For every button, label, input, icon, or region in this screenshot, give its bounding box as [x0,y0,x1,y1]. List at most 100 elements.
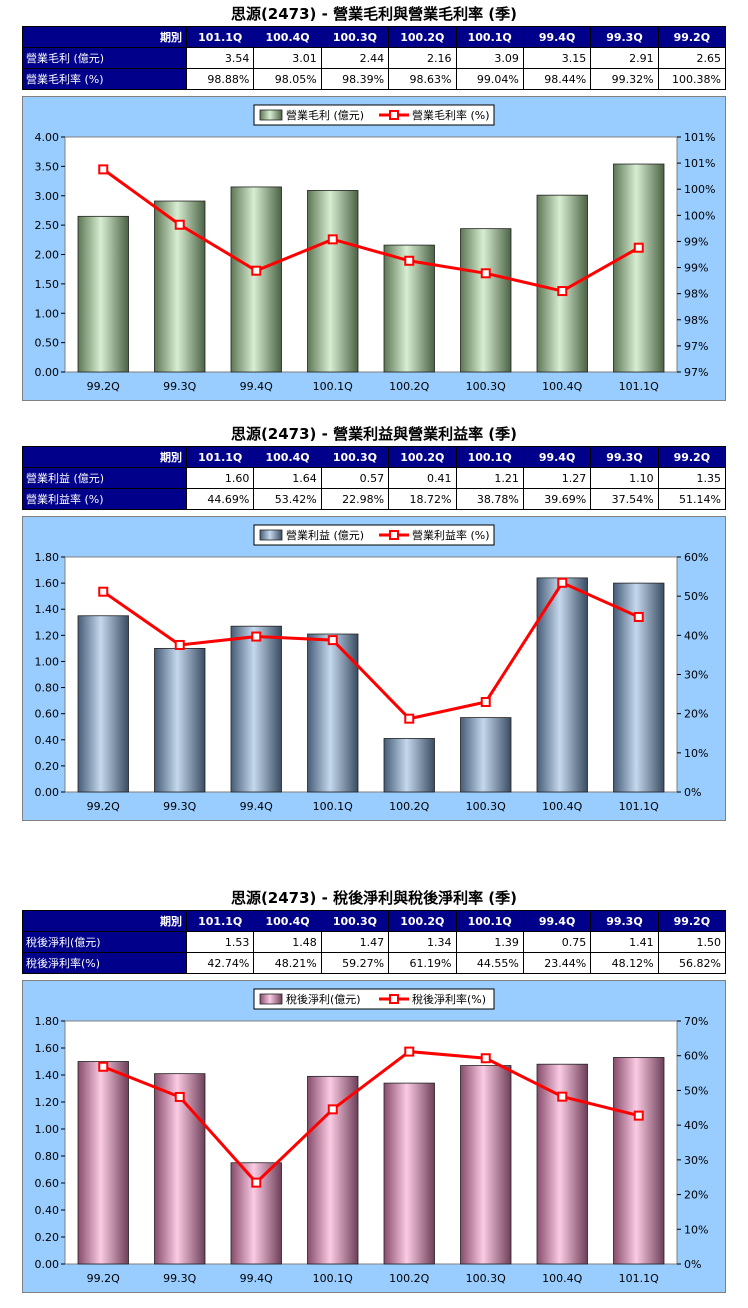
line-marker [480,268,491,279]
x-tick-label: 99.4Q [240,380,273,393]
y-tick-label-right: 20% [684,1189,708,1202]
y-tick-label-left: 0.40 [35,734,60,747]
y-tick-label-left: 0.60 [35,1177,60,1190]
chart-area: 0.00 0.50 1.00 1.50 2.00 2.50 3.00 3.50 4.00 97% 9… [22,96,726,401]
table-cell: 59.27% [320,952,390,974]
y-tick-label-left: 3.00 [35,190,60,203]
y-tick-label-left: 0.80 [35,1150,60,1163]
line-marker [174,219,185,230]
row-label: 稅後淨利(億元) [22,931,187,953]
table-cell: 1.10 [590,467,659,489]
table-cell: 1.41 [590,931,659,953]
row-label: 營業毛利 (億元) [22,47,187,69]
table-header-cell: 99.4Q [522,26,592,48]
line-marker [404,1046,415,1057]
table-header-cell: 100.2Q [388,910,457,932]
y-tick-label-right: 101% [684,131,715,144]
row-label: 營業利益率 (%) [22,488,187,510]
table-header-cell: 99.3Q [590,26,659,48]
table-row: 營業利益 (億元) 1.60 1.64 0.57 0.41 1.21 1.27 … [22,467,727,489]
table-cell: 98.88% [185,68,255,90]
line-marker [327,635,338,646]
line-marker [174,1091,185,1102]
table-header-cell: 99.2Q [657,910,727,932]
table-cell: 2.91 [590,47,659,69]
table-cell: 1.21 [455,467,524,489]
y-tick-label-right: 30% [684,669,708,682]
bar [230,625,282,793]
table-header-cell: 100.4Q [253,446,322,468]
x-tick-label: 101.1Q [619,1272,659,1285]
bar [307,190,359,373]
table-cell: 1.39 [455,931,524,953]
y-tick-label-left: 1.80 [35,1015,60,1028]
table-cell: 23.44% [522,952,592,974]
x-tick-label: 99.3Q [163,380,196,393]
y-tick-label-right: 20% [684,708,708,721]
table-header-cell: 99.4Q [522,910,592,932]
line-marker [251,265,262,276]
table-cell: 44.69% [185,488,255,510]
table-header-row: 期別 101.1Q 100.4Q 100.3Q 100.2Q 100.1Q 99… [22,26,727,48]
table-cell: 61.19% [388,952,457,974]
x-tick-label: 100.2Q [389,800,429,813]
table-header-cell: 100.2Q [388,446,457,468]
combo-chart: 0.00 0.20 0.40 0.60 0.80 1.00 1.20 1.40 1.60 1.80… [35,524,708,813]
x-tick-label: 99.2Q [87,1272,120,1285]
table-cell: 2.65 [657,47,727,69]
line-marker [404,713,415,724]
table-cell: 1.48 [253,931,322,953]
row-label: 營業毛利率 (%) [22,68,187,90]
y-tick-label-right: 60% [684,1050,708,1063]
y-tick-label-right: 0% [684,1258,701,1271]
line-marker [327,234,338,245]
table-cell: 3.01 [253,47,322,69]
y-tick-label-right: 97% [684,366,708,379]
table-cell: 56.82% [657,952,727,974]
table-cell: 0.75 [522,931,592,953]
table-cell: 1.34 [388,931,457,953]
x-tick-label: 99.3Q [163,1272,196,1285]
legend: 營業利益 (億元) 營業利益率 (%) [253,524,495,546]
table-cell: 48.12% [590,952,659,974]
y-tick-label-right: 100% [684,183,715,196]
line-marker [633,611,644,622]
table-cell: 42.74% [185,952,255,974]
y-tick-label-right: 70% [684,1015,708,1028]
x-tick-label: 100.2Q [389,1272,429,1285]
table-cell: 1.50 [657,931,727,953]
y-tick-label-left: 0.60 [35,708,60,721]
table-row: 稅後淨利(億元) 1.53 1.48 1.47 1.34 1.39 0.75 1… [22,931,727,953]
y-tick-label-right: 101% [684,157,715,170]
bar [383,244,435,373]
table-header-cell: 期別 [22,446,187,468]
y-tick-label-right: 60% [684,551,708,564]
y-tick-label-right: 50% [684,1084,708,1097]
line-marker [480,696,491,707]
line-marker [251,631,262,642]
x-tick-label: 100.3Q [466,1272,506,1285]
y-tick-label-left: 1.00 [35,1123,60,1136]
legend-box [253,104,495,126]
combo-chart: 0.00 0.50 1.00 1.50 2.00 2.50 3.00 3.50 4.00 97% 9… [35,104,715,393]
legend-label: 營業利益 (億元) [286,528,364,542]
table-cell: 2.16 [388,47,457,69]
table-row: 營業利益率 (%) 44.69% 53.42% 22.98% 18.72% 38… [22,488,727,510]
line-marker [251,1177,262,1188]
table-header-cell: 100.3Q [320,446,390,468]
table-row: 稅後淨利率(%) 42.74% 48.21% 59.27% 61.19% 44.… [22,952,727,974]
y-tick-label-left: 2.50 [35,219,60,232]
table-header-cell: 期別 [22,26,187,48]
series-line [102,168,640,293]
row-label: 稅後淨利率(%) [22,952,187,974]
y-tick-label-left: 2.00 [35,249,60,262]
table-header-cell: 100.3Q [320,26,390,48]
chart-title: 思源(2473) - 營業利益與營業利益率 (季) [230,425,518,443]
line-marker [98,1061,109,1072]
x-tick-label: 99.4Q [240,800,273,813]
legend: 稅後淨利(億元) 稅後淨利率(%) [253,988,495,1010]
line-marker [404,255,415,266]
table-header-cell: 100.1Q [455,26,524,48]
x-tick-label: 99.2Q [87,380,120,393]
bar [460,717,512,793]
